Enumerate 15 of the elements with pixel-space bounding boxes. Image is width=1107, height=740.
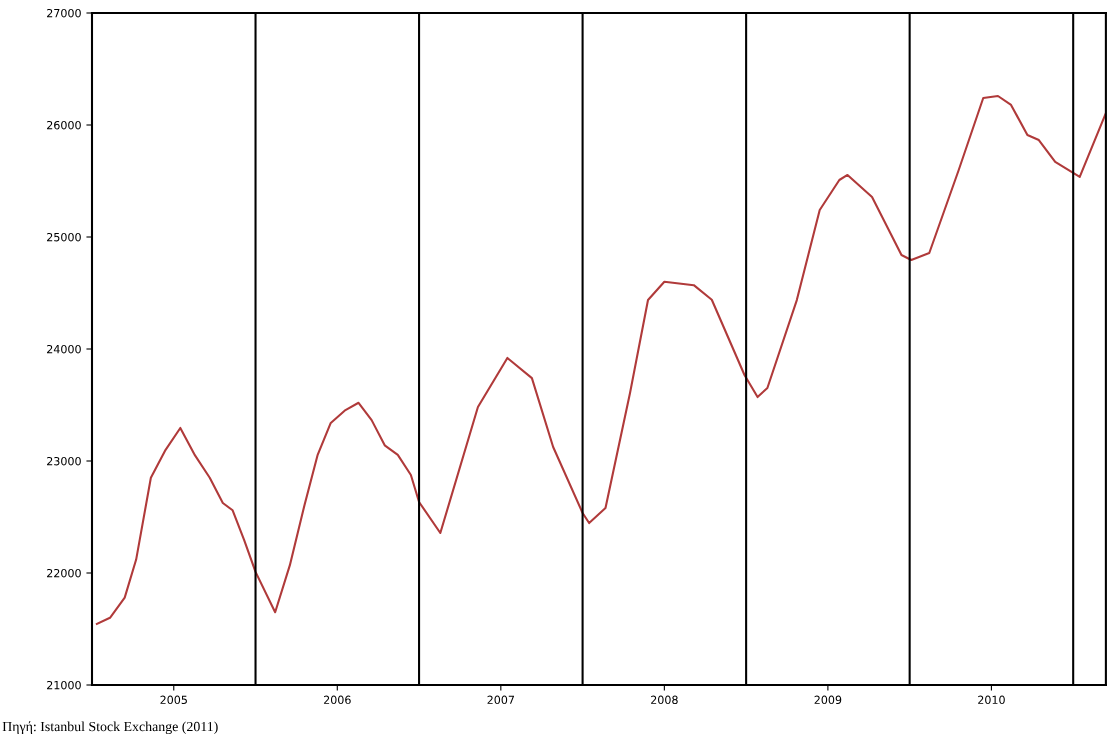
y-tick-label: 26000 <box>47 120 81 130</box>
x-tick-label: 2008 <box>651 695 678 705</box>
x-tick-label: 2007 <box>487 695 515 705</box>
x-tick-label: 2006 <box>323 695 351 705</box>
y-tick-label: 23000 <box>47 456 81 466</box>
y-tick-label: 21000 <box>47 680 81 690</box>
y-tick-label: 22000 <box>47 568 81 578</box>
line-series <box>95 94 1106 625</box>
y-tick-label: 27000 <box>47 8 81 18</box>
text: Πηγή: Istanbul Stock Exchange (2011) <box>2 721 218 735</box>
x-tick-label: 2010 <box>978 695 1005 705</box>
x-tick-label: 2005 <box>160 695 187 705</box>
y-tick-label: 25000 <box>47 232 81 242</box>
y-tick-label: 24000 <box>47 344 81 354</box>
x-tick-label: 2009 <box>814 695 842 705</box>
